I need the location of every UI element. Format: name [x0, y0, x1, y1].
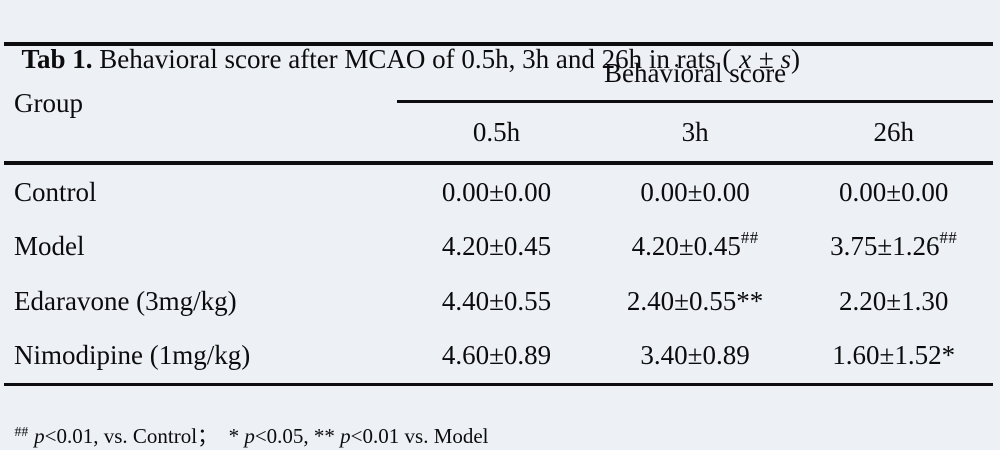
row-group-label: Nimodipine (1mg/kg)	[14, 340, 251, 371]
row-group-label: Edaravone (3mg/kg)	[14, 285, 237, 316]
cell-value: 3.75±1.26 ##	[830, 227, 958, 262]
cell-value: 1.60±1.52*	[832, 340, 956, 371]
footnote-text-2: <0.05, **	[254, 424, 341, 448]
cell-value: 3.40±0.89	[640, 340, 750, 371]
table-bottom-rule	[4, 383, 993, 386]
header-span-block: Behavioral score 0.5h 3h 26h	[397, 46, 993, 161]
xbar-symbol: x	[739, 44, 752, 74]
cell-value: 0.00±0.00	[441, 176, 552, 207]
table-row-edaravone: Edaravone (3mg/kg) 4.40±0.55 2.40±0.55**…	[0, 274, 993, 329]
cell-value: 4.20±0.45 ##	[631, 227, 759, 262]
header-col-26h: 26h	[873, 116, 914, 147]
s-symbol: s	[780, 44, 791, 74]
header-col-0-5h: 0.5h	[472, 116, 521, 147]
footnote-p2: p	[244, 424, 255, 448]
header-col-3h: 3h	[681, 116, 709, 147]
cell-value: 4.60±0.89	[441, 340, 552, 371]
table-header: Group Behavioral score 0.5h 3h 26h	[0, 46, 993, 161]
row-group-label: Control	[14, 176, 97, 207]
footnote-text-1: <0.01, vs. Control； *	[44, 424, 245, 448]
header-group: Group	[14, 88, 83, 118]
table-title-label: Tab 1.	[21, 44, 93, 74]
significance-sup: ##	[939, 227, 958, 247]
cell-value: 0.00±0.00	[640, 176, 750, 207]
row-group-label: Model	[14, 231, 85, 262]
cell-value: 2.40±0.55**	[626, 285, 764, 316]
table-row-control: Control 0.00±0.00 0.00±0.00 0.00±0.00	[0, 165, 993, 220]
table-row-nimodipine: Nimodipine (1mg/kg) 4.60±0.89 3.40±0.89 …	[0, 329, 993, 384]
header-bottom-rule	[4, 161, 993, 165]
significance-sup: ##	[740, 227, 759, 247]
table-footnote: ## p<0.01, vs. Control； * p<0.05, ** p<0.…	[0, 386, 1000, 450]
cell-value: 4.40±0.55	[441, 285, 552, 316]
table-title: Tab 1. Behavioral score after MCAO of 0.…	[0, 0, 1000, 74]
header-spanner-rule	[397, 100, 993, 103]
footnote-marker: ##	[14, 424, 29, 440]
cell-value: 4.20±0.45	[441, 231, 552, 262]
header-behavioral-score: Behavioral score	[604, 57, 787, 88]
footnote-text-3: <0.01 vs. Model	[350, 424, 489, 448]
plus-minus-symbol: ±	[752, 44, 781, 74]
cell-value: 0.00±0.00	[839, 176, 949, 207]
title-close-paren: )	[790, 44, 800, 74]
table-row-model: Model 4.20±0.45 4.20±0.45 ## 3.75±1.26 ##	[0, 220, 993, 275]
table-top-rule	[4, 42, 993, 46]
header-sub-row: 0.5h 3h 26h	[397, 103, 993, 161]
cell-value: 2.20±1.30	[839, 285, 949, 316]
footnote-p3: p	[340, 424, 351, 448]
table-title-text: Behavioral score after MCAO of 0.5h, 3h …	[92, 44, 739, 74]
footnote-p1: p	[34, 424, 45, 448]
